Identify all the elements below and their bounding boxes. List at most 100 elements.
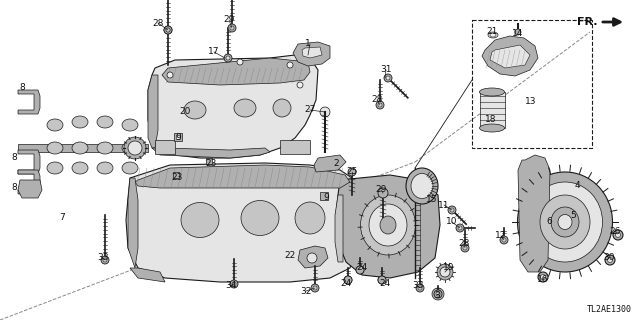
Ellipse shape	[241, 201, 279, 236]
Circle shape	[226, 56, 230, 60]
Circle shape	[224, 54, 232, 62]
Polygon shape	[480, 92, 505, 128]
Circle shape	[358, 268, 362, 272]
Ellipse shape	[97, 162, 113, 174]
Text: 22: 22	[284, 252, 296, 260]
Circle shape	[356, 266, 364, 274]
Polygon shape	[490, 45, 530, 68]
Text: 11: 11	[438, 201, 450, 210]
Circle shape	[313, 286, 317, 290]
Text: 13: 13	[525, 97, 537, 106]
Circle shape	[463, 246, 467, 250]
Ellipse shape	[122, 119, 138, 131]
Text: 29: 29	[375, 186, 387, 195]
Ellipse shape	[97, 116, 113, 128]
Ellipse shape	[72, 116, 88, 128]
Polygon shape	[152, 148, 270, 158]
Ellipse shape	[122, 162, 138, 174]
Text: 23: 23	[205, 159, 217, 169]
Text: 8: 8	[11, 154, 17, 163]
Circle shape	[103, 258, 107, 262]
Ellipse shape	[369, 204, 407, 246]
Circle shape	[607, 258, 612, 262]
Polygon shape	[148, 55, 318, 158]
Polygon shape	[162, 58, 310, 85]
Circle shape	[448, 206, 456, 214]
Polygon shape	[206, 158, 212, 164]
Text: 32: 32	[300, 286, 312, 295]
Circle shape	[320, 107, 330, 117]
Polygon shape	[128, 178, 138, 268]
Circle shape	[232, 282, 236, 286]
Text: 5: 5	[570, 211, 576, 220]
Text: 9: 9	[323, 193, 329, 202]
Circle shape	[461, 244, 469, 252]
Circle shape	[541, 275, 545, 279]
Circle shape	[458, 226, 462, 230]
Circle shape	[166, 28, 170, 32]
Text: 19: 19	[444, 263, 455, 273]
Polygon shape	[126, 163, 360, 282]
Ellipse shape	[479, 88, 504, 96]
Text: 29: 29	[223, 15, 235, 25]
Ellipse shape	[437, 264, 453, 280]
Circle shape	[515, 29, 521, 35]
Circle shape	[502, 238, 506, 242]
Text: 14: 14	[512, 28, 524, 37]
Ellipse shape	[360, 195, 415, 255]
Circle shape	[228, 24, 236, 32]
Circle shape	[434, 290, 442, 298]
Circle shape	[166, 28, 170, 32]
Polygon shape	[18, 150, 40, 174]
Ellipse shape	[122, 142, 138, 154]
Text: 28: 28	[152, 19, 164, 28]
Circle shape	[287, 62, 293, 68]
Circle shape	[435, 291, 441, 297]
Ellipse shape	[406, 168, 438, 204]
Text: 28: 28	[371, 95, 383, 105]
Circle shape	[348, 168, 356, 176]
Ellipse shape	[295, 202, 325, 234]
Circle shape	[356, 266, 364, 274]
Circle shape	[164, 26, 172, 34]
Circle shape	[450, 208, 454, 212]
Polygon shape	[18, 170, 40, 194]
Circle shape	[605, 255, 615, 265]
Circle shape	[230, 26, 234, 30]
Polygon shape	[302, 47, 322, 58]
Text: FR.: FR.	[577, 17, 598, 27]
Ellipse shape	[380, 216, 396, 234]
Text: 15: 15	[426, 196, 438, 204]
Text: 9: 9	[175, 133, 181, 142]
Circle shape	[500, 236, 508, 244]
Circle shape	[386, 76, 390, 80]
Polygon shape	[18, 180, 42, 198]
Polygon shape	[130, 268, 165, 282]
Ellipse shape	[488, 32, 498, 38]
Ellipse shape	[97, 142, 113, 154]
Circle shape	[230, 280, 238, 288]
Circle shape	[344, 276, 352, 284]
Circle shape	[378, 276, 386, 284]
Polygon shape	[336, 175, 440, 278]
Text: 1: 1	[305, 39, 311, 49]
Circle shape	[164, 26, 172, 34]
Ellipse shape	[273, 99, 291, 117]
Text: 17: 17	[208, 47, 220, 57]
Polygon shape	[320, 192, 328, 200]
Ellipse shape	[72, 162, 88, 174]
Text: 18: 18	[485, 116, 497, 124]
Text: 26: 26	[609, 228, 621, 236]
Circle shape	[297, 82, 303, 88]
Circle shape	[384, 74, 392, 82]
Ellipse shape	[124, 137, 146, 159]
Text: 7: 7	[59, 213, 65, 222]
Ellipse shape	[47, 142, 63, 154]
Ellipse shape	[128, 141, 142, 155]
Text: 23: 23	[172, 173, 182, 182]
Ellipse shape	[540, 195, 590, 249]
Circle shape	[418, 286, 422, 290]
Ellipse shape	[47, 162, 63, 174]
Text: 16: 16	[537, 276, 548, 284]
Circle shape	[344, 276, 352, 284]
